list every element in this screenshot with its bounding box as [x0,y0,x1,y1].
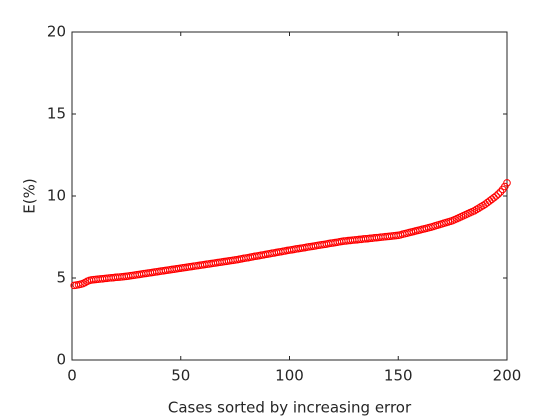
scatter-point [472,205,481,214]
scatter-point [492,192,500,200]
x-tick-label: 200 [493,367,522,385]
y-tick-label: 10 [47,187,66,205]
scatter-point [477,203,485,211]
y-tick-label: 0 [56,351,66,369]
scatter-point [474,204,483,212]
y-axis-label: E(%) [21,178,39,213]
scatter-point [496,188,505,196]
scatter-point [494,190,503,198]
x-tick-label: 150 [384,367,413,385]
x-tick-label: 50 [171,367,190,385]
x-tick-label: 100 [275,367,304,385]
scatter-point [81,278,89,287]
y-tick-label: 15 [47,105,66,123]
y-tick-label: 20 [47,23,66,41]
x-axis-label: Cases sorted by increasing error [168,399,412,417]
x-tick-label: 0 [67,367,77,385]
y-tick-label: 5 [56,269,66,287]
scatter-point [503,179,511,187]
scatter-point [470,206,479,215]
